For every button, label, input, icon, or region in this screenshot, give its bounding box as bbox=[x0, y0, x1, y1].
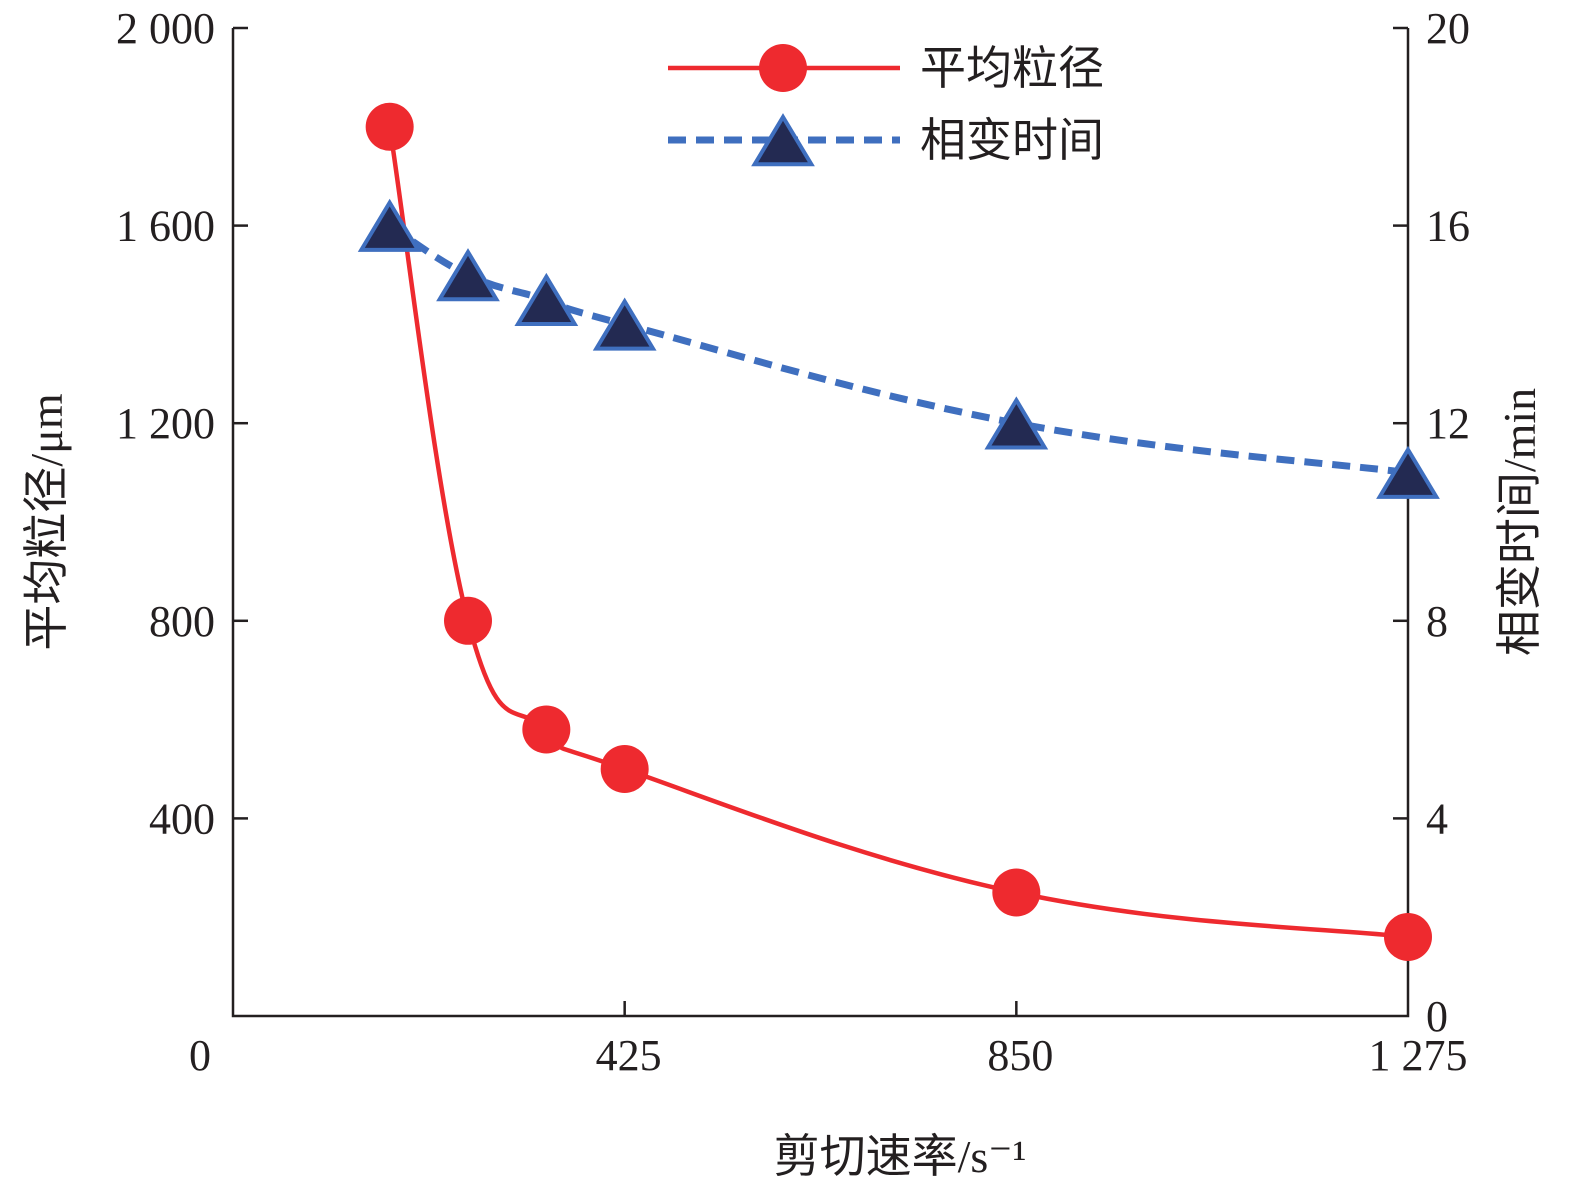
x-axis-label: 剪切速率/s⁻¹ bbox=[774, 1131, 1027, 1182]
data-point-triangle bbox=[592, 297, 657, 351]
y2-tick-label: 16 bbox=[1426, 202, 1470, 251]
y2-tick-label: 4 bbox=[1426, 794, 1448, 843]
series-line-0 bbox=[387, 126, 1409, 940]
y-axis-label: 平均粒径/μm bbox=[21, 393, 72, 650]
x-tick-label: 1 275 bbox=[1369, 1031, 1468, 1080]
data-point-triangle bbox=[1376, 445, 1440, 499]
data-point-triangle bbox=[357, 198, 422, 252]
legend-label: 相变时间 bbox=[920, 115, 1104, 166]
data-point-circle bbox=[1384, 912, 1432, 961]
data-point-circle bbox=[444, 596, 492, 645]
y-tick-label: 1 200 bbox=[116, 399, 215, 448]
y2-tick-label: 0 bbox=[1426, 992, 1448, 1041]
x-tick-label: 850 bbox=[987, 1031, 1053, 1080]
data-point-circle bbox=[365, 102, 414, 151]
y-tick-label: 400 bbox=[149, 794, 215, 843]
y2-axis-label: 相变时间/min bbox=[1494, 388, 1545, 656]
axes: 400 800 1 200 1 600 2 000 0 4 8 12 16 20 0 425 850 1 2… bbox=[116, 4, 1470, 1080]
data-point-circle bbox=[600, 745, 649, 793]
series-line-1 bbox=[387, 222, 1409, 477]
legend-marker-triangle bbox=[751, 113, 815, 167]
data-point-triangle bbox=[984, 396, 1049, 450]
y-tick-label: 2 000 bbox=[116, 4, 215, 53]
x-tick-label: 0 bbox=[189, 1031, 211, 1080]
y2-tick-label: 20 bbox=[1426, 4, 1470, 53]
y2-tick-label: 12 bbox=[1426, 399, 1470, 448]
axis-frame bbox=[231, 28, 1410, 1018]
y-tick-label: 1 600 bbox=[116, 202, 215, 251]
data-point-triangle bbox=[436, 248, 500, 302]
data-point-triangle bbox=[514, 272, 579, 326]
x-tick-label: 425 bbox=[596, 1031, 662, 1080]
data-point-circle bbox=[522, 705, 571, 754]
series-layer bbox=[357, 102, 1440, 961]
data-point-circle bbox=[992, 868, 1041, 917]
legend-marker-circle bbox=[759, 44, 807, 92]
y2-tick-label: 8 bbox=[1426, 597, 1448, 646]
legend-label: 平均粒径 bbox=[920, 43, 1104, 94]
y-tick-label: 800 bbox=[149, 597, 215, 646]
